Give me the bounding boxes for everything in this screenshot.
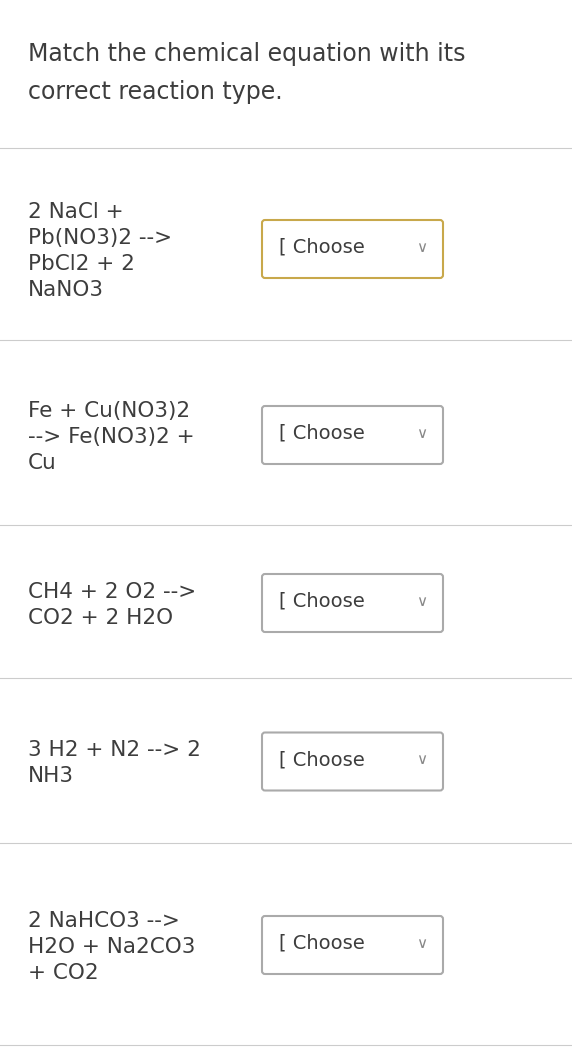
Text: NH3: NH3 — [28, 766, 74, 786]
Text: --> Fe(NO3)2 +: --> Fe(NO3)2 + — [28, 427, 194, 447]
Text: ∨: ∨ — [416, 426, 427, 441]
Text: ∨: ∨ — [416, 240, 427, 255]
Text: [ Choose: [ Choose — [279, 238, 365, 257]
Text: ∨: ∨ — [416, 593, 427, 609]
Text: 2 NaCl +: 2 NaCl + — [28, 202, 124, 222]
Text: PbCl2 + 2: PbCl2 + 2 — [28, 254, 135, 274]
FancyBboxPatch shape — [262, 733, 443, 791]
Text: [ Choose: [ Choose — [279, 592, 365, 611]
Text: ∨: ∨ — [416, 752, 427, 767]
Text: Fe + Cu(NO3)2: Fe + Cu(NO3)2 — [28, 401, 190, 421]
Text: [ Choose: [ Choose — [279, 750, 365, 769]
Text: ∨: ∨ — [416, 935, 427, 950]
Text: NaNO3: NaNO3 — [28, 280, 104, 300]
Text: correct reaction type.: correct reaction type. — [28, 80, 283, 104]
Text: CH4 + 2 O2 -->: CH4 + 2 O2 --> — [28, 582, 196, 602]
Text: 2 NaHCO3 -->: 2 NaHCO3 --> — [28, 911, 180, 931]
Text: Match the chemical equation with its: Match the chemical equation with its — [28, 42, 466, 66]
FancyBboxPatch shape — [262, 574, 443, 632]
Text: CO2 + 2 H2O: CO2 + 2 H2O — [28, 608, 173, 628]
Text: Cu: Cu — [28, 453, 57, 472]
Text: + CO2: + CO2 — [28, 963, 98, 983]
Text: [ Choose: [ Choose — [279, 933, 365, 952]
Text: [ Choose: [ Choose — [279, 424, 365, 443]
Text: H2O + Na2CO3: H2O + Na2CO3 — [28, 937, 196, 957]
Text: Pb(NO3)2 -->: Pb(NO3)2 --> — [28, 228, 172, 248]
FancyBboxPatch shape — [262, 406, 443, 464]
FancyBboxPatch shape — [262, 220, 443, 278]
Text: 3 H2 + N2 --> 2: 3 H2 + N2 --> 2 — [28, 741, 201, 760]
FancyBboxPatch shape — [262, 916, 443, 973]
